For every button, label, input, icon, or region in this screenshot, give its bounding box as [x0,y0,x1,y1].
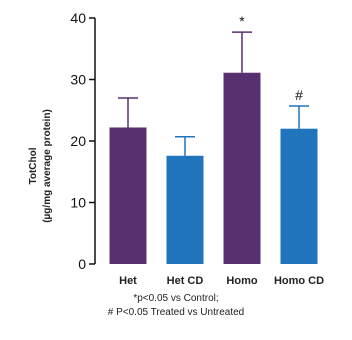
y-tick-label: 30 [70,72,86,88]
bar-homo-cd [280,128,318,264]
significance-marker: # [295,87,303,103]
bar-chart-svg: TotChol (µg/mg average protein) 0 10 20 30 4… [28,10,324,287]
significance-marker: * [239,13,245,29]
x-category-label: Het [119,275,137,287]
y-tick-label: 40 [70,10,86,26]
y-tick-label: 10 [70,195,86,211]
y-tick-label: 20 [70,133,86,149]
bar-het [109,127,147,264]
y-axis-label-line2: (µg/mg average protein) [42,109,53,223]
bar-homo [223,72,261,264]
y-tick-label: 0 [78,256,86,272]
x-category-label: Homo CD [274,275,324,287]
y-axis-label-line1: TotChol [28,147,39,184]
footnote-line2: # P<0.05 Treated vs Untreated [107,307,245,318]
x-category-label: Het CD [167,275,204,287]
x-category-label: Homo [226,275,257,287]
footnote-line1: *p<0.05 vs Control; [133,293,219,304]
bar-het-cd [166,155,204,264]
